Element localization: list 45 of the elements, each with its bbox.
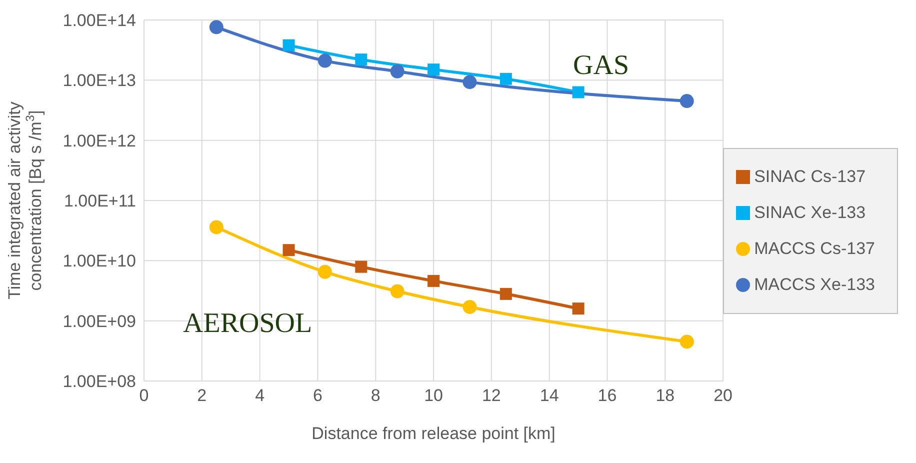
point [209, 20, 224, 34]
point [390, 64, 404, 78]
point [428, 274, 440, 287]
point [462, 75, 477, 90]
y-tick-label: 1.00E+14 [62, 11, 136, 30]
y-tick-label: 1.00E+11 [64, 192, 136, 211]
y-tick-label: 1.00E+12 [62, 131, 136, 150]
point [209, 220, 224, 234]
legend-label: MACCS Xe-133 [754, 274, 875, 294]
x-tick-label: 18 [656, 386, 675, 406]
x-tick-label: 8 [370, 386, 380, 406]
annotation: GAS [573, 50, 630, 82]
point [680, 334, 694, 349]
y-tick-label: 1.00E+09 [62, 312, 136, 331]
x-tick-label: 0 [139, 386, 149, 406]
y-tick-label: 1.00E+10 [62, 252, 136, 271]
legend-label: SINAC Xe-133 [754, 202, 866, 222]
point [572, 86, 584, 98]
y-tick-label: 1.00E+08 [62, 372, 136, 392]
x-tick-label: 10 [424, 386, 443, 406]
x-tick-label: 2 [197, 386, 207, 406]
x-axis-title: Distance from release point [km] [312, 424, 556, 443]
annotation: AEROSOL [183, 308, 312, 340]
point [572, 302, 584, 315]
point [500, 72, 512, 85]
point [355, 260, 368, 273]
point [318, 54, 332, 68]
x-tick-label: 12 [482, 386, 501, 406]
point [282, 39, 295, 52]
point [680, 94, 694, 108]
y-tick-label: 1.00E+13 [62, 71, 136, 90]
point [462, 300, 477, 314]
x-tick-label: 16 [598, 386, 617, 406]
point [390, 284, 404, 298]
x-tick-label: 20 [714, 386, 733, 406]
point [318, 264, 332, 279]
x-tick-label: 6 [312, 386, 322, 406]
legend-label: SINAC Cs-137 [754, 166, 866, 186]
point [428, 64, 440, 76]
x-tick-label: 4 [255, 386, 265, 406]
x-tick-label: 14 [540, 386, 559, 406]
point [282, 244, 295, 256]
point [500, 288, 512, 300]
legend-label: MACCS Cs-137 [754, 238, 875, 258]
point [355, 54, 368, 66]
